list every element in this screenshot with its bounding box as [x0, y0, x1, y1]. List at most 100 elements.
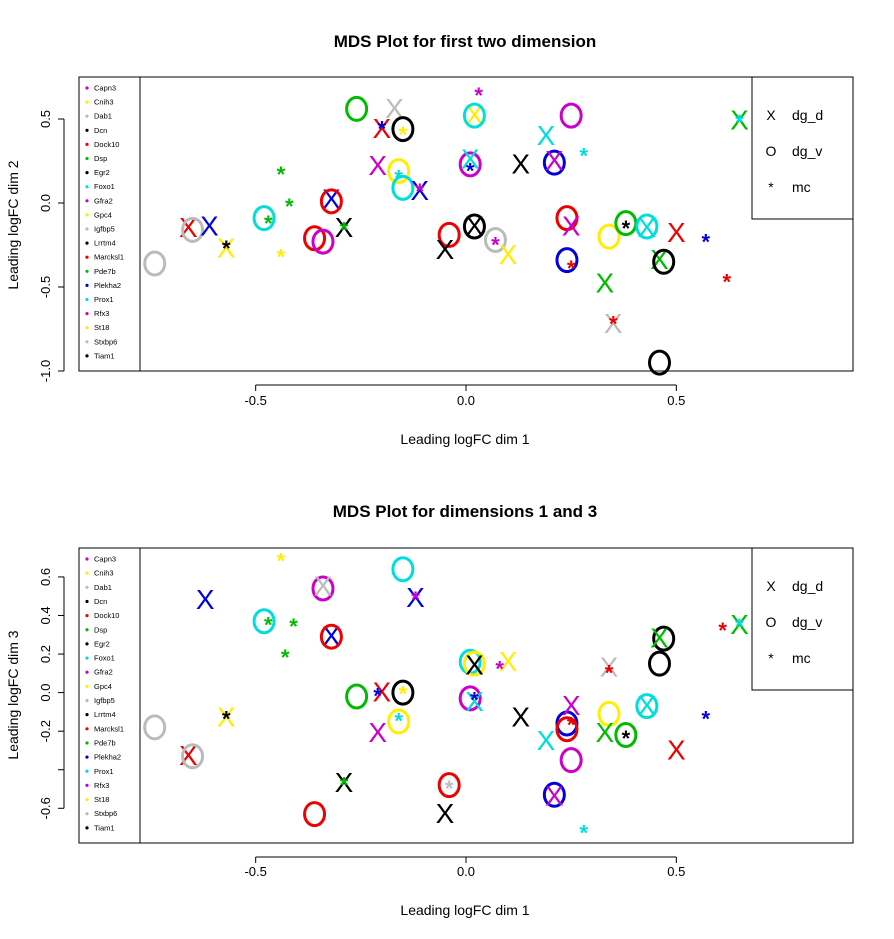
point-mc: * [609, 312, 618, 337]
point-mc: * [474, 83, 483, 108]
y-tick-label: 0.0 [38, 194, 53, 212]
gene-legend-marker [85, 642, 89, 646]
point-dg-v [483, 226, 507, 253]
point-dg-v [319, 188, 343, 215]
x-tick-label: -0.5 [244, 393, 266, 408]
gene-legend-label: Plekha2 [94, 753, 121, 762]
point-dg-d: X [600, 652, 619, 683]
y-axis-label: Leading logFC dim 2 [5, 160, 21, 289]
gene-legend-label: Pde7b [94, 738, 116, 747]
y-tick-label: 0.2 [38, 645, 53, 663]
gene-legend-label: Capn3 [94, 555, 116, 564]
group-legend-symbol: * [768, 179, 774, 195]
gene-legend-label: Foxo1 [94, 182, 115, 191]
gene-legend-box [78, 547, 141, 844]
gene-legend-marker [85, 227, 89, 231]
gene-legend-label: Prox1 [94, 295, 114, 304]
y-tick-label: -0.6 [38, 797, 53, 819]
gene-legend-marker [85, 713, 89, 717]
point-dg-v [635, 213, 659, 240]
point-mc: * [491, 233, 500, 258]
mds-plot-dim1-dim3: MDS Plot for dimensions 1 and 3 Leading … [5, 502, 854, 918]
point-dg-v [345, 95, 369, 122]
gene-legend-marker [85, 727, 89, 731]
point-dg-d: X [465, 686, 484, 717]
point-dg-v [555, 247, 579, 274]
point-dg-d: X [537, 120, 556, 151]
gene-legend-marker [85, 312, 89, 316]
point-dg-d: X [196, 584, 215, 615]
point-mc: * [445, 776, 454, 801]
gene-legend-marker [85, 769, 89, 773]
group-legend-label: dg_v [792, 143, 822, 159]
point-dg-v [252, 608, 276, 635]
point-dg-v [542, 781, 566, 808]
point-dg-d: X [406, 582, 425, 613]
point-dg-v [462, 650, 486, 677]
point-mc: * [277, 549, 286, 574]
gene-legend-marker [85, 797, 89, 802]
y-tick-label: 0.0 [38, 684, 53, 702]
y-tick-label: 0.6 [38, 568, 53, 586]
y-axis-label: Leading logFC dim 3 [5, 630, 21, 759]
point-mc: * [264, 211, 273, 236]
x-tick-label: -0.5 [244, 864, 266, 879]
point-dg-d: X [511, 702, 530, 733]
point-dg-v [311, 228, 335, 255]
point-dg-v [387, 158, 411, 185]
point-mc: * [378, 117, 387, 142]
point-mc: * [605, 660, 614, 685]
point-mc: * [394, 165, 403, 190]
gene-legend-marker [85, 354, 89, 358]
gene-legend-label: Capn3 [94, 84, 116, 93]
gene-legend-label: Lrrtm4 [94, 710, 116, 719]
point-dg-d: X [730, 105, 749, 136]
gene-legend-marker [85, 283, 89, 287]
gene-legend-marker [85, 557, 89, 561]
gene-legend-marker [85, 128, 89, 132]
point-dg-v [652, 625, 676, 652]
point-dg-d: X [335, 767, 354, 798]
point-mc: * [285, 194, 294, 219]
point-mc: * [723, 270, 732, 295]
point-dg-v [143, 250, 167, 277]
gene-legend-label: Stxbp6 [94, 809, 117, 818]
gene-legend-box [78, 76, 141, 372]
point-mc: * [281, 645, 290, 670]
gene-legend-marker [85, 628, 89, 632]
point-mc: * [411, 587, 420, 612]
point-mc: * [580, 144, 589, 169]
gene-legend-label: Dock10 [94, 611, 119, 620]
x-tick-label: 0.5 [667, 393, 685, 408]
point-dg-v [542, 149, 566, 176]
group-legend-label: mc [792, 179, 811, 195]
point-mc: * [399, 122, 408, 147]
gene-legend-label: Lrrtm4 [94, 239, 116, 248]
point-dg-d: X [499, 646, 518, 677]
chart-title: MDS Plot for dimensions 1 and 3 [333, 502, 597, 521]
point-mc: * [340, 772, 349, 797]
y-tick-label: 0.4 [38, 606, 53, 624]
group-legend-symbol: O [766, 614, 777, 630]
point-dg-d: X [595, 717, 614, 748]
point-dg-d: X [200, 211, 219, 242]
group-legend-box [751, 547, 854, 691]
gene-legend-marker [85, 585, 89, 589]
point-dg-d: X [499, 239, 518, 270]
point-dg-d: X [562, 690, 581, 721]
point-dg-v [597, 700, 621, 727]
gene-legend-marker [85, 614, 89, 618]
point-mc: * [622, 216, 631, 241]
gene-legend-marker [85, 812, 89, 816]
gene-legend-marker [85, 255, 89, 259]
x-tick-label: 0.5 [667, 864, 685, 879]
gene-legend-label: Rfx3 [94, 781, 109, 790]
point-dg-d: X [461, 143, 480, 174]
gene-legend-label: Gfra2 [94, 196, 113, 205]
gene-legend-label: Dab1 [94, 583, 112, 592]
point-dg-v [555, 205, 579, 232]
point-dg-d: X [667, 217, 686, 248]
point-dg-v [458, 685, 482, 712]
point-dg-v [635, 693, 659, 720]
gene-legend-marker [85, 684, 89, 688]
